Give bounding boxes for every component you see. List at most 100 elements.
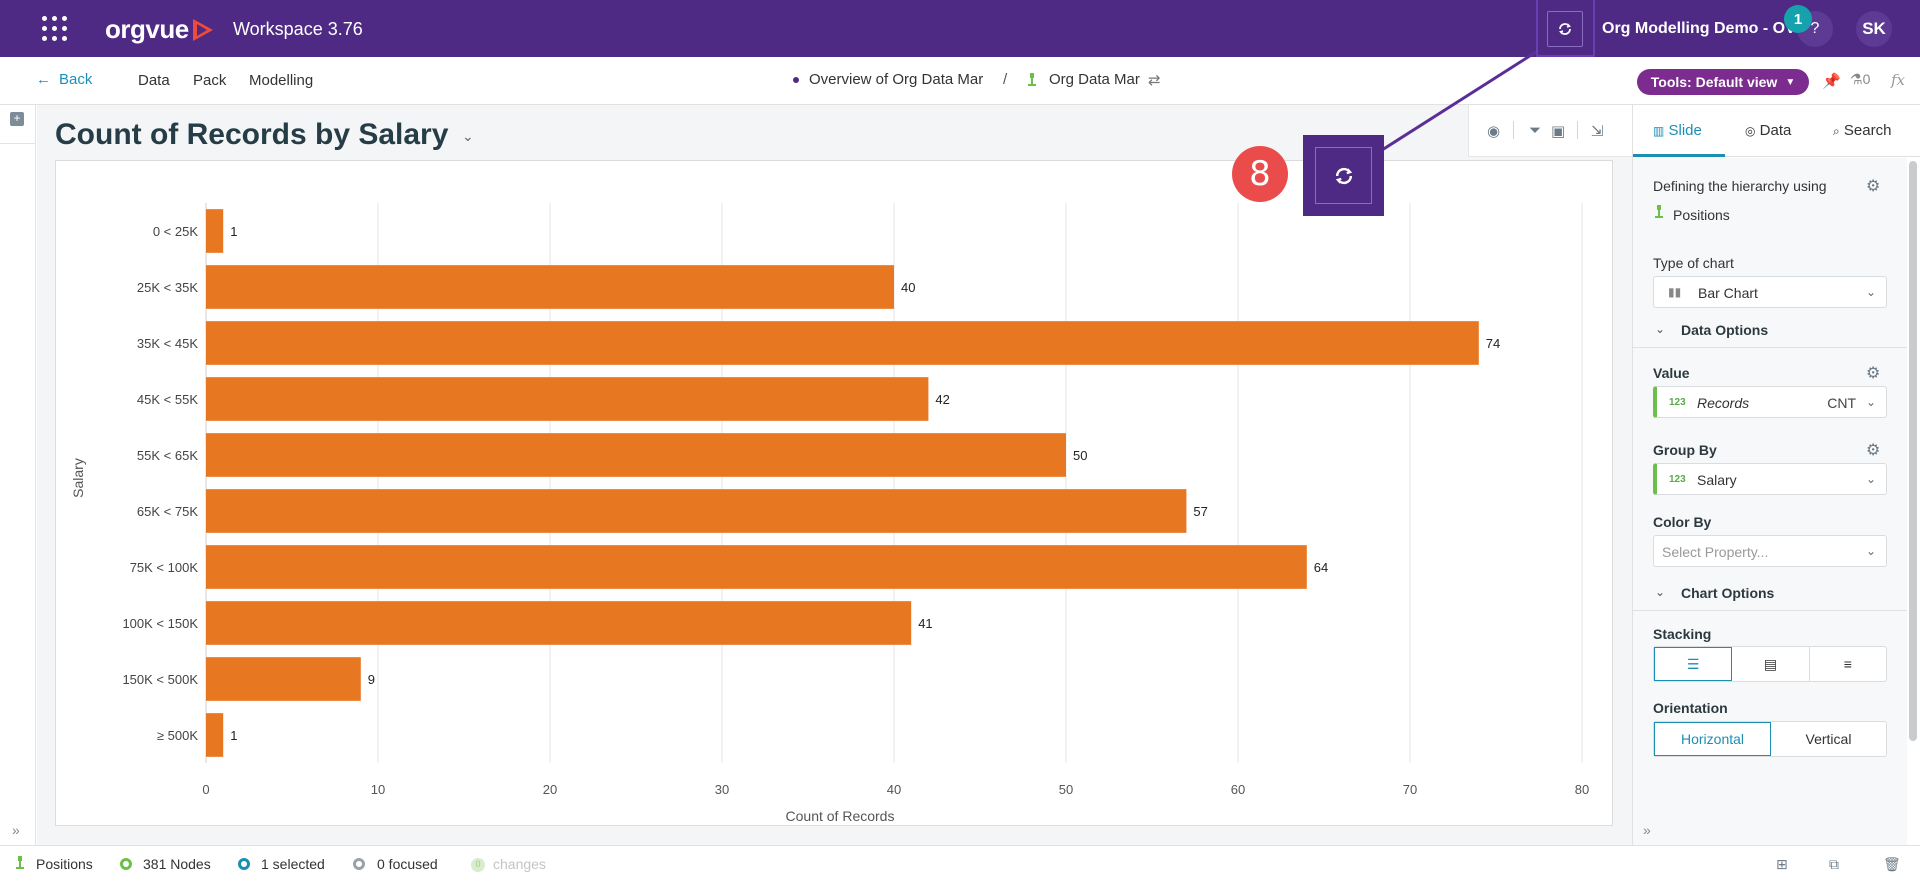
pin-icon[interactable]: 📌 xyxy=(1822,73,1841,90)
group-by-label: Group By xyxy=(1653,442,1717,458)
breadcrumb-overview[interactable]: Overview of Org Data Mar xyxy=(809,71,984,88)
bar[interactable] xyxy=(206,433,1066,477)
stacking-grouped-button[interactable]: ☰ xyxy=(1654,647,1733,681)
brand-logo[interactable]: orgvue xyxy=(105,14,189,44)
orientation-label: Orientation xyxy=(1653,700,1728,716)
layers-icon[interactable]: ▣ xyxy=(1551,123,1566,140)
status-selected[interactable]: 1 selected xyxy=(261,856,325,872)
stacking-percent-button[interactable]: ≡ xyxy=(1810,647,1886,681)
panel-body: Defining the hierarchy using ⚙ Positions… xyxy=(1633,158,1907,845)
gear-icon[interactable]: ⚙ xyxy=(1866,365,1881,382)
back-link[interactable]: ← Back xyxy=(36,71,93,88)
nodes-icon xyxy=(120,858,132,870)
bar-chart-icon: ▮▮ xyxy=(1668,285,1682,299)
status-positions[interactable]: Positions xyxy=(36,856,93,872)
sync-button[interactable] xyxy=(1547,11,1583,47)
data-options-section[interactable]: ⌄ Data Options xyxy=(1633,312,1907,348)
step-badge: 8 xyxy=(1232,146,1288,202)
bar[interactable] xyxy=(206,377,929,421)
sync-icon xyxy=(1335,167,1352,184)
app-launcher-icon[interactable] xyxy=(42,16,68,42)
add-node-icon[interactable]: ⊞ xyxy=(1776,856,1788,872)
bar[interactable] xyxy=(206,489,1187,533)
breadcrumb-dot-icon xyxy=(793,77,799,83)
export-icon[interactable]: ⇲ xyxy=(1591,123,1604,140)
bar[interactable] xyxy=(206,713,224,757)
y-tick-label: 150K < 500K xyxy=(122,672,198,687)
copy-icon[interactable]: ⧉ xyxy=(1829,856,1839,872)
data-label: 42 xyxy=(935,392,949,407)
orientation-vertical-button[interactable]: Vertical xyxy=(1805,731,1852,747)
sync-highlight-callout[interactable] xyxy=(1303,135,1384,216)
hierarchy-value[interactable]: Positions xyxy=(1673,207,1730,223)
chart-type-select[interactable]: ▮▮ Bar Chart ⌄ xyxy=(1653,276,1887,308)
org-dataset-title[interactable]: Org Modelling Demo - OV xyxy=(1602,20,1796,37)
data-label: 50 xyxy=(1073,448,1087,463)
tab-data[interactable]: ◎ Data xyxy=(1745,122,1792,139)
status-focused[interactable]: 0 focused xyxy=(377,856,438,872)
slide-icon: ▥ xyxy=(1653,124,1665,138)
grouped-bars-icon: ☰ xyxy=(1686,655,1700,672)
bar[interactable] xyxy=(206,601,912,645)
stacking-stacked-button[interactable]: ▤ xyxy=(1732,647,1810,681)
page-title[interactable]: Count of Records by Salary xyxy=(55,118,449,151)
stacked-bars-icon: ▤ xyxy=(1763,655,1778,672)
bar[interactable] xyxy=(206,265,894,309)
add-slide-icon[interactable]: + xyxy=(10,112,24,126)
nav-data[interactable]: Data xyxy=(138,72,170,89)
y-tick-label: ≥ 500K xyxy=(157,728,198,743)
status-nodes[interactable]: 381 Nodes xyxy=(143,856,211,872)
x-tick-label: 30 xyxy=(715,782,729,797)
nav-pack[interactable]: Pack xyxy=(193,72,227,89)
bar[interactable] xyxy=(206,657,361,701)
data-label: 1 xyxy=(230,224,237,239)
x-tick-label: 0 xyxy=(202,782,209,797)
color-by-select[interactable]: Select Property... ⌄ xyxy=(1653,535,1887,567)
status-changes[interactable]: changes xyxy=(493,856,546,872)
filter-icon[interactable]: ⏷ xyxy=(1529,122,1542,139)
flask-button[interactable]: ⚗0 xyxy=(1850,71,1871,87)
gear-icon[interactable]: ⚙ xyxy=(1866,178,1881,195)
data-label: 57 xyxy=(1193,504,1207,519)
sub-bar: ← Back Data Pack Modelling Overview of Or… xyxy=(0,57,1920,105)
tab-search[interactable]: ⌕ Search xyxy=(1833,122,1892,139)
notification-badge[interactable]: 1 xyxy=(1784,5,1812,33)
x-tick-label: 70 xyxy=(1403,782,1417,797)
bar[interactable] xyxy=(206,209,224,253)
gear-icon[interactable]: ⚙ xyxy=(1866,442,1881,459)
user-avatar[interactable]: SK xyxy=(1856,11,1892,47)
palette-icon[interactable]: ◉ xyxy=(1487,123,1501,140)
formula-icon[interactable]: fx xyxy=(1891,71,1906,89)
trash-icon[interactable]: 🗑 xyxy=(1883,856,1901,872)
breadcrumb-dataset[interactable]: Org Data Mar xyxy=(1049,71,1140,88)
positions-icon xyxy=(1655,205,1663,218)
sync-icon xyxy=(1559,23,1571,35)
x-tick-label: 20 xyxy=(543,782,557,797)
y-tick-label: 45K < 55K xyxy=(137,392,198,407)
expand-right-icon[interactable]: » xyxy=(1643,822,1651,838)
tab-slide[interactable]: ▥ Slide xyxy=(1653,122,1702,139)
panel-scrollbar[interactable] xyxy=(1909,161,1917,741)
hierarchy-label: Defining the hierarchy using xyxy=(1653,178,1827,194)
expand-left-icon[interactable]: » xyxy=(12,822,20,838)
stacking-label: Stacking xyxy=(1653,626,1712,642)
chart-options-section[interactable]: ⌄ Chart Options xyxy=(1633,575,1907,611)
focused-icon xyxy=(353,858,365,870)
chevron-down-icon: ⌄ xyxy=(1655,585,1666,599)
swap-icon[interactable]: ⇄ xyxy=(1148,72,1161,89)
group-by-select[interactable]: 123 Salary ⌄ xyxy=(1653,463,1887,495)
type-of-chart-label: Type of chart xyxy=(1653,255,1734,271)
bar[interactable] xyxy=(206,545,1307,589)
data-label: 9 xyxy=(368,672,375,687)
orientation-horizontal-button[interactable]: Horizontal xyxy=(1654,722,1771,756)
chevron-down-icon: ▼ xyxy=(1785,76,1796,88)
y-tick-label: 0 < 25K xyxy=(153,224,199,239)
breadcrumb-separator: / xyxy=(1003,71,1008,88)
nav-modelling[interactable]: Modelling xyxy=(249,72,314,89)
color-by-label: Color By xyxy=(1653,514,1712,530)
bar[interactable] xyxy=(206,321,1479,365)
value-field-select[interactable]: 123 Records CNT ⌄ xyxy=(1653,386,1887,418)
stacking-toggle: ☰ ▤ ≡ xyxy=(1653,646,1887,682)
tools-view-dropdown[interactable]: Tools: Default view ▼ xyxy=(1637,69,1809,95)
title-chevron-down-icon[interactable]: ⌄ xyxy=(462,128,474,144)
